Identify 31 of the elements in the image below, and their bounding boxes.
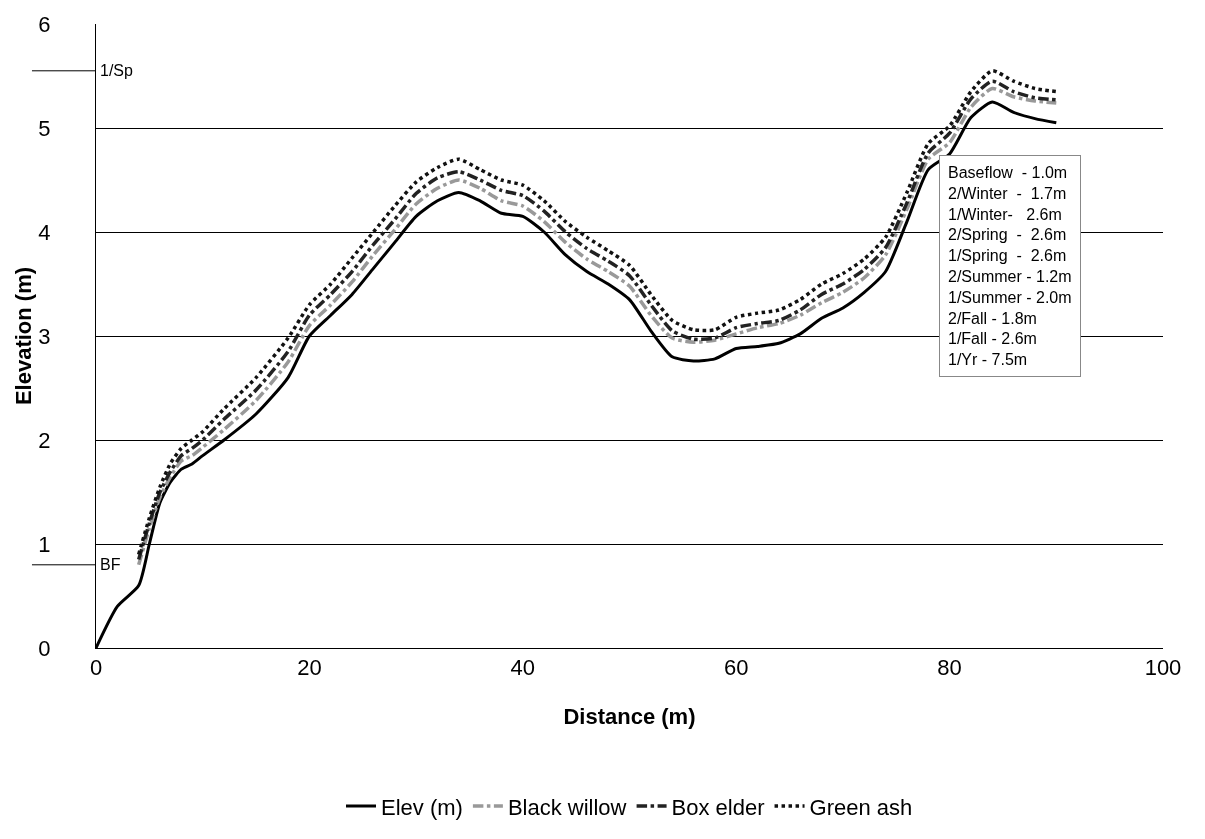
y-tick-label: 1 (38, 531, 51, 557)
legend-label: Black willow (507, 794, 627, 820)
annotation: 1/Yr - 7.5m (948, 351, 1028, 369)
y-tick-label: 6 (38, 11, 51, 37)
legend-label: Green ash (809, 794, 913, 820)
y-tick-label: 0 (38, 635, 51, 661)
y-tick-label: 5 (38, 115, 51, 141)
ref-line-label: BF (100, 556, 121, 573)
x-tick-label: 60 (723, 655, 749, 681)
x-tick-label: 0 (89, 655, 103, 681)
annotation: Baseflow - 1.0m (948, 164, 1068, 181)
x-tick-label: 80 (937, 655, 962, 681)
x-tick-label: 40 (510, 655, 536, 681)
y-tick-label: 3 (38, 323, 51, 349)
x-tick-label: 100 (1144, 655, 1182, 681)
legend-label: Box elder (671, 794, 765, 820)
x-axis-title: Distance (m) (563, 704, 696, 729)
y-tick-label: 2 (38, 427, 51, 453)
annotation: 1/Spring - 2.6m (948, 247, 1067, 265)
annotation: 1/Summer - 2.0m (948, 288, 1072, 306)
ref-line-label: 1/Sp (100, 62, 134, 79)
y-axis-title: Elevation (m) (11, 266, 37, 406)
y-tick-label: 4 (38, 219, 51, 245)
annotation: 2/Spring - 2.6m (948, 226, 1067, 244)
annotation: 1/Winter- 2.6m (948, 205, 1062, 223)
x-tick-label: 20 (297, 655, 322, 681)
annotation: 2/Summer - 1.2m (948, 268, 1072, 285)
legend-label: Elev (m) (381, 794, 463, 820)
annotation: 1/Fall - 2.6m (948, 330, 1037, 348)
annotation: 2/Winter - 1.7m (948, 184, 1067, 202)
annotation: 2/Fall - 1.8m (948, 309, 1037, 327)
